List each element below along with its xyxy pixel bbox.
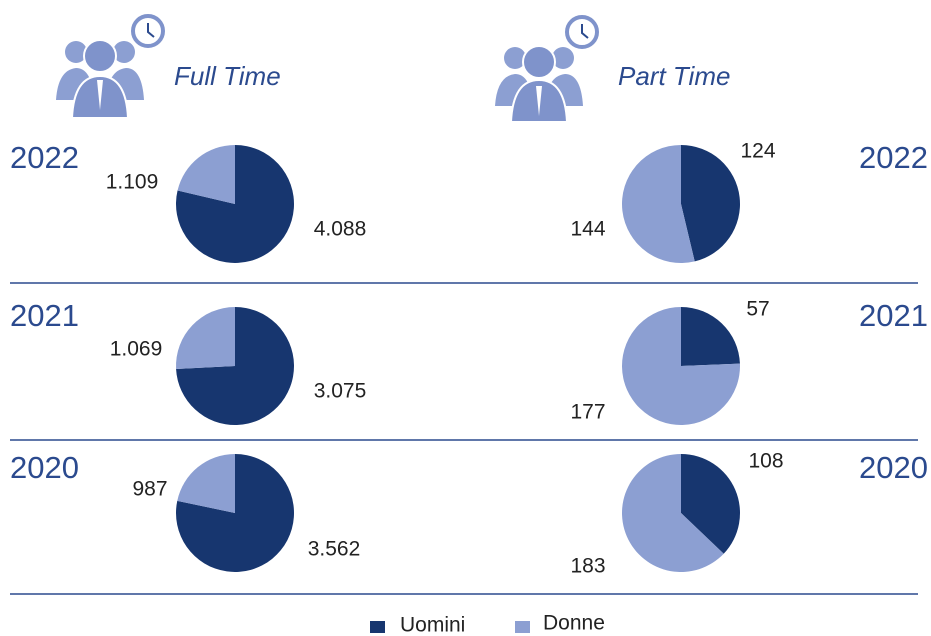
- value-label: 108: [748, 450, 783, 473]
- legend-swatch: [370, 621, 385, 633]
- value-label: 183: [570, 555, 605, 578]
- value-label: 124: [740, 140, 775, 163]
- header-title: Part Time: [618, 61, 730, 91]
- pie-slice: [622, 307, 740, 425]
- legend-swatch: [515, 621, 530, 633]
- pie-slice: [177, 145, 235, 204]
- year-label: 2020: [859, 450, 928, 485]
- year-label: 2022: [10, 140, 79, 175]
- value-label: 1.069: [110, 338, 163, 361]
- pie-slice: [681, 454, 741, 554]
- legend-label: Donne: [543, 612, 605, 635]
- year-label: 2021: [859, 298, 928, 333]
- value-label: 57: [746, 298, 769, 321]
- pie-slice: [681, 145, 740, 262]
- header-title: Full Time: [174, 61, 281, 91]
- year-label: 2020: [10, 450, 79, 485]
- value-label: 144: [570, 218, 605, 241]
- pie-slice: [681, 307, 740, 366]
- value-label: 1.109: [106, 171, 159, 194]
- year-label: 2022: [859, 140, 928, 175]
- pie-slice: [177, 454, 235, 513]
- year-label: 2021: [10, 298, 79, 333]
- value-label: 3.562: [308, 538, 361, 561]
- icon-part-time: [495, 15, 599, 123]
- legend-label: Uomini: [400, 614, 465, 636]
- value-label: 177: [570, 401, 605, 424]
- value-label: 4.088: [314, 218, 367, 241]
- pie-slice: [621, 145, 695, 263]
- pie-slice: [175, 307, 235, 369]
- value-label: 987: [132, 478, 167, 501]
- value-label: 3.075: [314, 380, 367, 403]
- pie-slice: [176, 307, 294, 425]
- pie-slice: [622, 454, 724, 572]
- icon-full-time: [56, 14, 165, 119]
